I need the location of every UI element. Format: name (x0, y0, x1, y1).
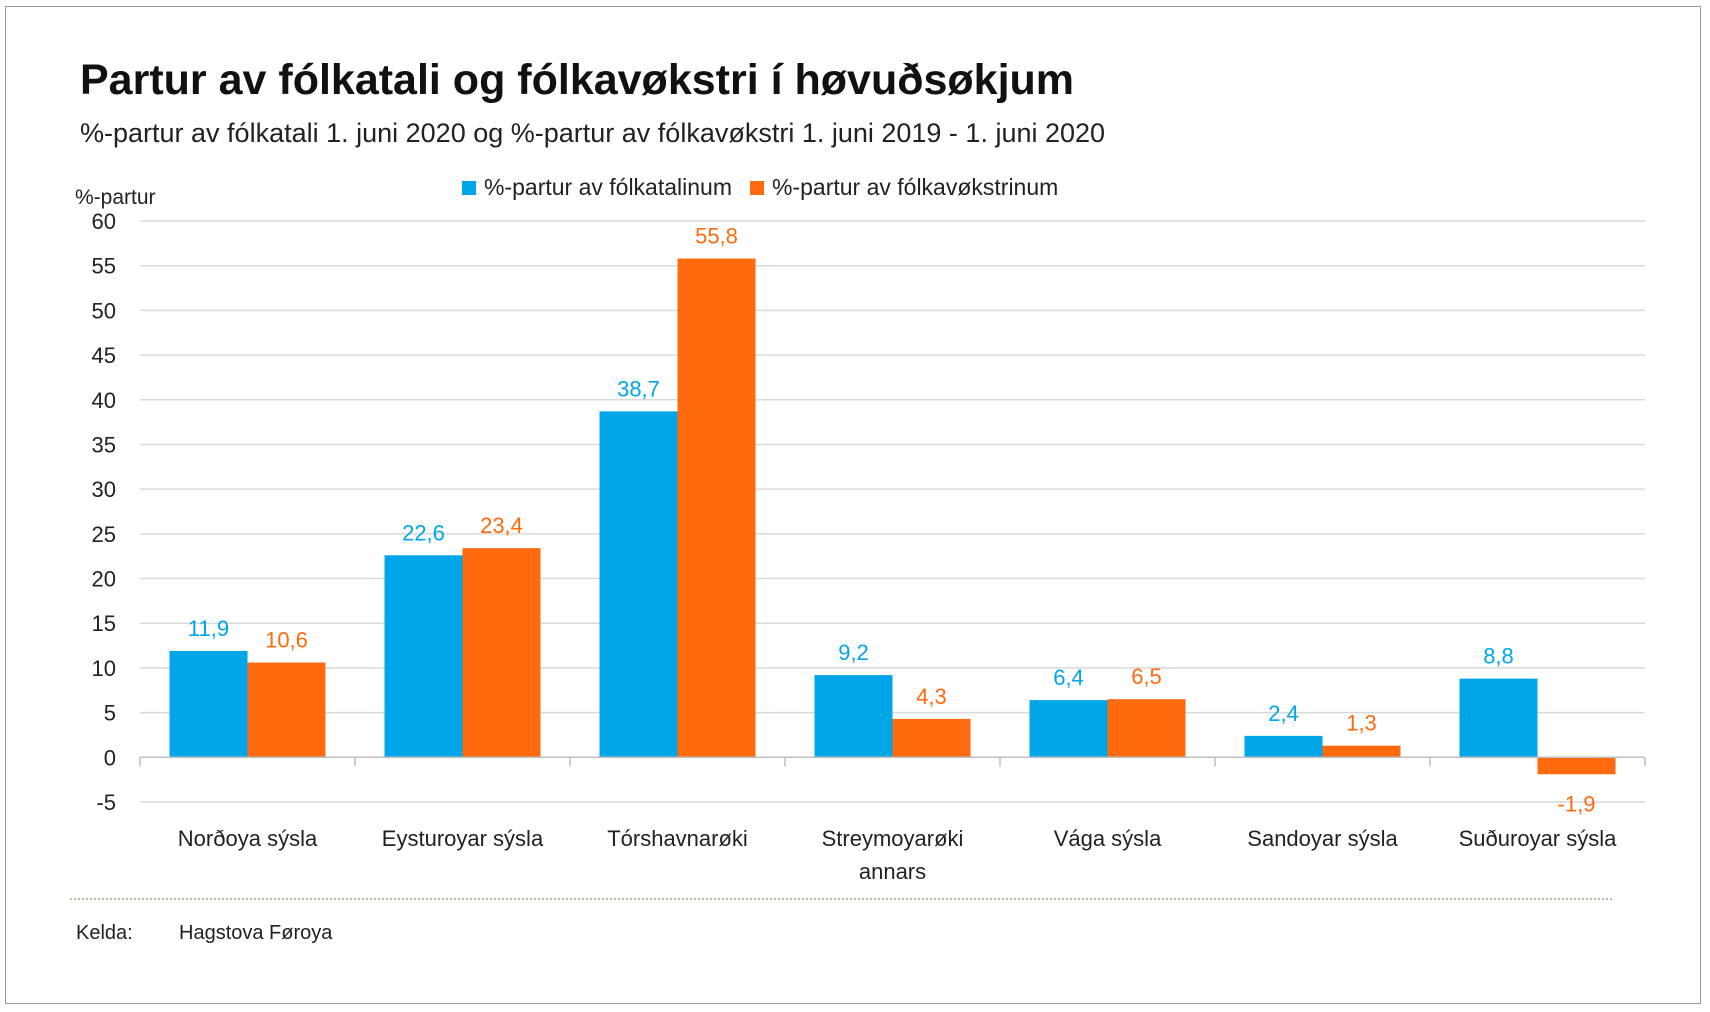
x-tick-label: Norðoya sýsla (178, 826, 318, 851)
data-label: 8,8 (1483, 644, 1514, 669)
y-tick-label: 55 (92, 254, 116, 279)
y-tick-label: 15 (92, 611, 116, 636)
bar (247, 662, 326, 758)
x-tick-label: Eysturoyar sýsla (382, 826, 544, 851)
legend-swatch-population (462, 180, 476, 195)
bar (677, 258, 756, 758)
y-tick-label: 35 (92, 432, 116, 457)
legend: %-partur av fólkatalinum %-partur av fól… (462, 174, 1076, 201)
data-label: 6,5 (1131, 664, 1162, 689)
y-tick-label: 30 (92, 477, 116, 502)
source-label: Kelda: (76, 922, 133, 944)
legend-label-growth: %-partur av fólkavøkstrinum (772, 174, 1059, 200)
data-label: 1,3 (1346, 711, 1377, 736)
bar (1537, 757, 1616, 775)
y-tick-label: 50 (92, 298, 116, 323)
y-tick-label: 25 (92, 522, 116, 547)
legend-item-growth: %-partur av fólkavøkstrinum (750, 174, 1058, 201)
footer-divider (70, 898, 1612, 900)
bar (814, 675, 893, 758)
data-label: 38,7 (617, 376, 660, 401)
chart-frame (5, 6, 1701, 1004)
bar (1322, 745, 1401, 758)
bar (169, 650, 248, 758)
legend-label-population: %-partur av fólkatalinum (484, 174, 732, 200)
bar (892, 718, 971, 758)
y-tick-label: 0 (104, 745, 116, 770)
bar (1244, 735, 1323, 758)
bar (1107, 699, 1186, 758)
data-label: 9,2 (838, 640, 869, 665)
data-label: 11,9 (188, 616, 229, 641)
bar (1029, 700, 1108, 758)
source-value: Hagstova Føroya (179, 922, 333, 944)
y-tick-label: 5 (104, 701, 116, 726)
x-tick-label: annars (859, 859, 926, 884)
y-axis-label: %-partur (75, 186, 156, 209)
data-label: 10,6 (265, 628, 308, 653)
x-tick-label: Streymoyarøki (822, 826, 964, 851)
bar (462, 548, 541, 758)
legend-swatch-growth (750, 180, 764, 195)
data-label: 4,3 (916, 684, 947, 709)
y-tick-label: 40 (92, 388, 116, 413)
x-tick-label: Tórshavnarøki (607, 826, 748, 851)
y-tick-label: 20 (92, 567, 116, 592)
bar (384, 555, 463, 758)
y-tick-label: 60 (92, 209, 116, 234)
data-label: 6,4 (1053, 665, 1084, 690)
y-tick-label: 10 (92, 656, 116, 681)
chart-title: Partur av fólkatali og fólkavøkstri í hø… (80, 56, 1075, 104)
data-label: 55,8 (695, 224, 738, 249)
y-tick-label: -5 (96, 790, 116, 815)
x-tick-label: Vága sýsla (1054, 826, 1162, 851)
chart-subtitle: %-partur av fólkatali 1. juni 2020 og %-… (80, 118, 1106, 148)
x-tick-label: Sandoyar sýsla (1247, 826, 1398, 851)
bar (1459, 678, 1538, 758)
data-label: 2,4 (1268, 701, 1299, 726)
bar (599, 411, 678, 758)
x-tick-label: Suðuroyar sýsla (1459, 826, 1618, 851)
y-tick-label: 45 (92, 343, 116, 368)
data-label: 22,6 (402, 520, 445, 545)
data-label: 23,4 (480, 513, 523, 538)
data-label: -1,9 (1558, 791, 1596, 816)
legend-item-population: %-partur av fólkatalinum (462, 174, 732, 201)
